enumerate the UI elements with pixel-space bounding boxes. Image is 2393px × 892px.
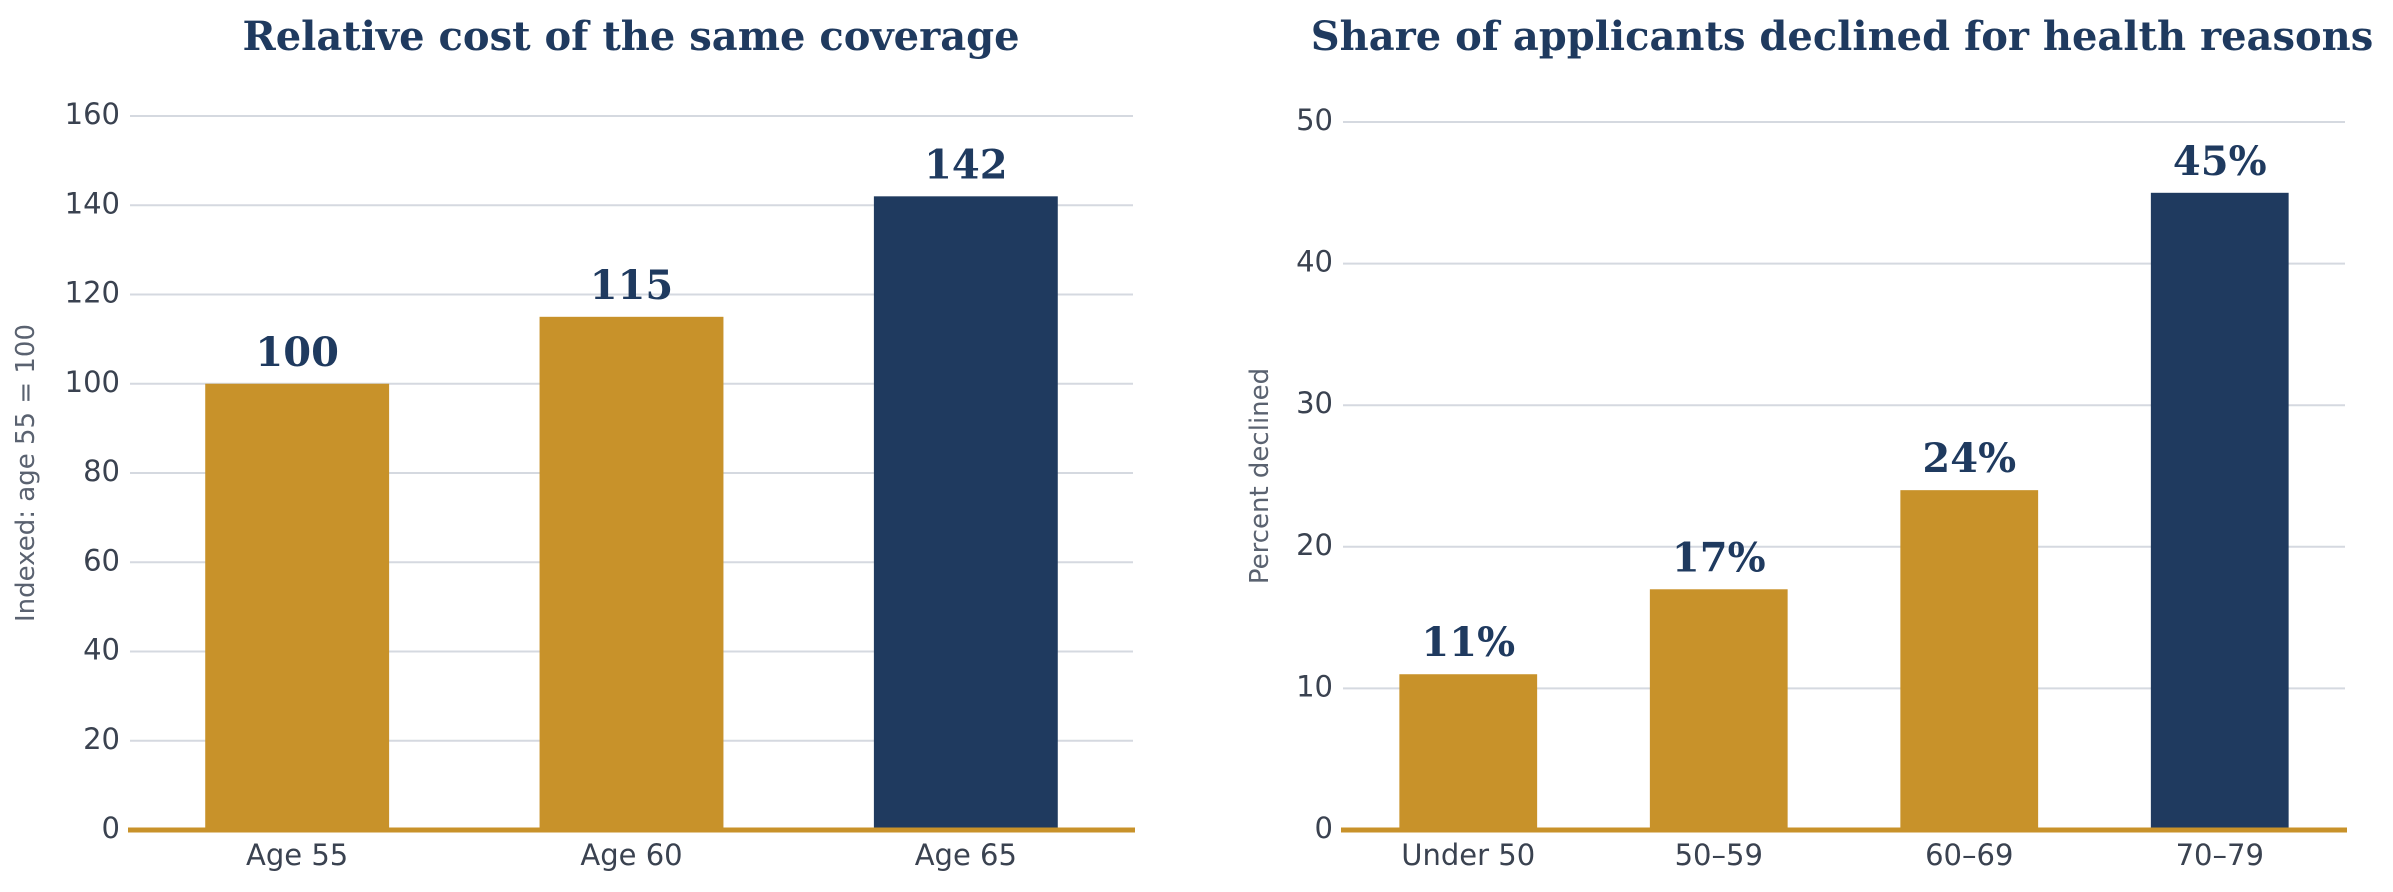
cost-y-tick-label: 60: [83, 543, 120, 577]
declined-y-axis-label: Percent declined: [1245, 368, 1275, 584]
declined-y-tick-label: 50: [1296, 103, 1333, 137]
cost-bar: [539, 316, 724, 830]
declined-bar: [1399, 674, 1538, 830]
declined-y-tick-label: 0: [1315, 811, 1333, 845]
declined-x-tick-label: 70–79: [2176, 838, 2264, 872]
declined-x-tick-label: Under 50: [1401, 838, 1535, 872]
declined-y-tick-label: 10: [1296, 669, 1333, 703]
cost-y-tick-label: 0: [102, 811, 120, 845]
declined-x-tick-label: 50–59: [1675, 838, 1763, 872]
declined-y-tick-label: 40: [1296, 245, 1333, 279]
declined-bar-value-label: 45%: [2173, 138, 2267, 185]
cost-bar: [873, 196, 1058, 830]
declined-chart-title: Share of applicants declined for health …: [1311, 13, 2374, 60]
declined-bar-value-label: 24%: [1922, 435, 2016, 482]
declined-bar: [1900, 490, 2039, 830]
declined-y-tick-label: 20: [1296, 528, 1333, 562]
declined-bar-value-label: 17%: [1672, 534, 1766, 581]
declined-bar: [1649, 589, 1788, 830]
cost-y-tick-label: 100: [65, 365, 120, 399]
declined-x-tick-label: 60–69: [1925, 838, 2013, 872]
cost-x-tick-label: Age 60: [580, 838, 682, 872]
cost-bar-value-label: 142: [924, 141, 1008, 188]
cost-y-tick-label: 140: [65, 186, 120, 220]
declined-bar-value-label: 11%: [1421, 619, 1515, 666]
cost-y-tick-label: 120: [65, 276, 120, 310]
cost-x-tick-label: Age 55: [246, 838, 348, 872]
cost-chart-title: Relative cost of the same coverage: [242, 13, 1019, 60]
declined-chart: Share of applicants declined for health …: [1245, 13, 2373, 872]
cost-chart: Relative cost of the same coverage Indexe…: [11, 13, 1135, 872]
cost-y-tick-label: 80: [83, 454, 120, 488]
cost-bar-value-label: 100: [255, 329, 339, 376]
cost-bar: [205, 383, 390, 830]
cost-x-tick-label: Age 65: [915, 838, 1017, 872]
cost-y-axis-label: Indexed: age 55 = 100: [11, 324, 41, 622]
cost-y-tick-label: 40: [83, 633, 120, 667]
declined-y-tick-label: 30: [1296, 386, 1333, 420]
declined-bar: [2150, 192, 2289, 831]
cost-bar-value-label: 115: [590, 262, 674, 309]
cost-y-tick-label: 20: [83, 722, 120, 756]
cost-y-tick-label: 160: [65, 97, 120, 131]
